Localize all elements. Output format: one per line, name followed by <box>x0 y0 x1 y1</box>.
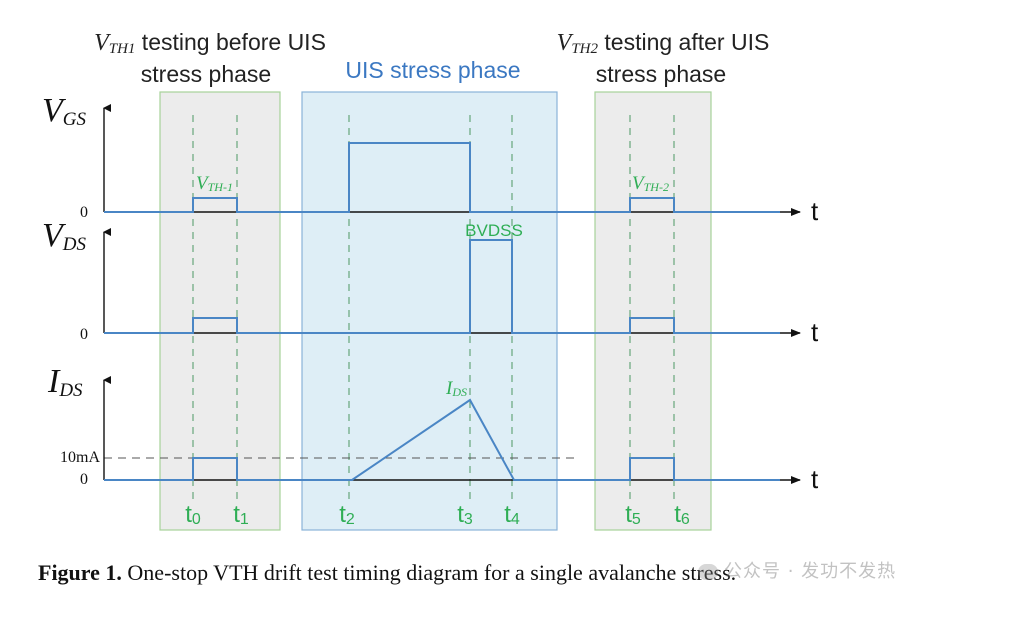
vth2-pulse-label: VTH-2 <box>632 173 669 194</box>
watermark-text: 公众号 · 发功不发热 <box>724 561 897 582</box>
ids-10ma-label: 10mA <box>60 449 100 466</box>
ids-axis-label: IDS <box>47 363 83 401</box>
bvdss-label: BVDSS <box>465 221 523 240</box>
ids-waveform <box>104 398 780 481</box>
time-marker-t2: t2 <box>339 501 355 528</box>
pre-phase-title-line2: stress phase <box>141 61 271 87</box>
vds-axis-label: VDS <box>42 217 87 255</box>
vgs-zero-label: 0 <box>80 204 88 221</box>
uis-phase-title: UIS stress phase <box>345 57 520 83</box>
signal-waveforms <box>104 142 780 481</box>
wechat-icon <box>698 564 718 580</box>
post-phase-title-line1: VTH2 testing after UIS <box>557 29 770 57</box>
vgs-waveform <box>104 142 780 213</box>
time-marker-t5: t5 <box>625 501 641 528</box>
ids-zero-label: 0 <box>80 471 88 488</box>
figure-caption-text: One-stop VTH drift test timing diagram f… <box>121 560 737 585</box>
post-stress-phase-region <box>594 91 712 531</box>
post-phase-title-line2: stress phase <box>596 61 726 87</box>
watermark: 公众号 · 发功不发热 <box>698 557 896 583</box>
ids-t-label: t <box>811 464 819 494</box>
time-marker-t6: t6 <box>674 501 690 528</box>
vds-t-label: t <box>811 317 819 347</box>
vgs-axis-label: VGS <box>42 92 87 130</box>
time-marker-t1: t1 <box>233 501 249 528</box>
pre-stress-phase-region <box>159 91 281 531</box>
time-marker-t3: t3 <box>457 501 473 528</box>
ids-peak-label: IDS <box>445 378 467 399</box>
vds-waveform <box>104 239 780 334</box>
uis-stress-phase-region <box>301 91 558 531</box>
timing-diagram: VTH1 testing before UIS stress phase UIS… <box>42 29 819 531</box>
vth1-pulse-label: VTH-1 <box>196 173 233 194</box>
time-marker-labels: t0 t1 t2 t3 t4 t5 t6 <box>185 501 690 528</box>
pre-phase-title-line1: VTH1 testing before UIS <box>94 29 326 57</box>
vgs-t-label: t <box>811 196 819 226</box>
time-marker-t4: t4 <box>504 501 520 528</box>
figure-caption-label: Figure 1. <box>38 560 122 585</box>
vds-zero-label: 0 <box>80 326 88 343</box>
figure-caption: Figure 1. One-stop VTH drift test timing… <box>38 560 736 586</box>
time-marker-t0: t0 <box>185 501 201 528</box>
